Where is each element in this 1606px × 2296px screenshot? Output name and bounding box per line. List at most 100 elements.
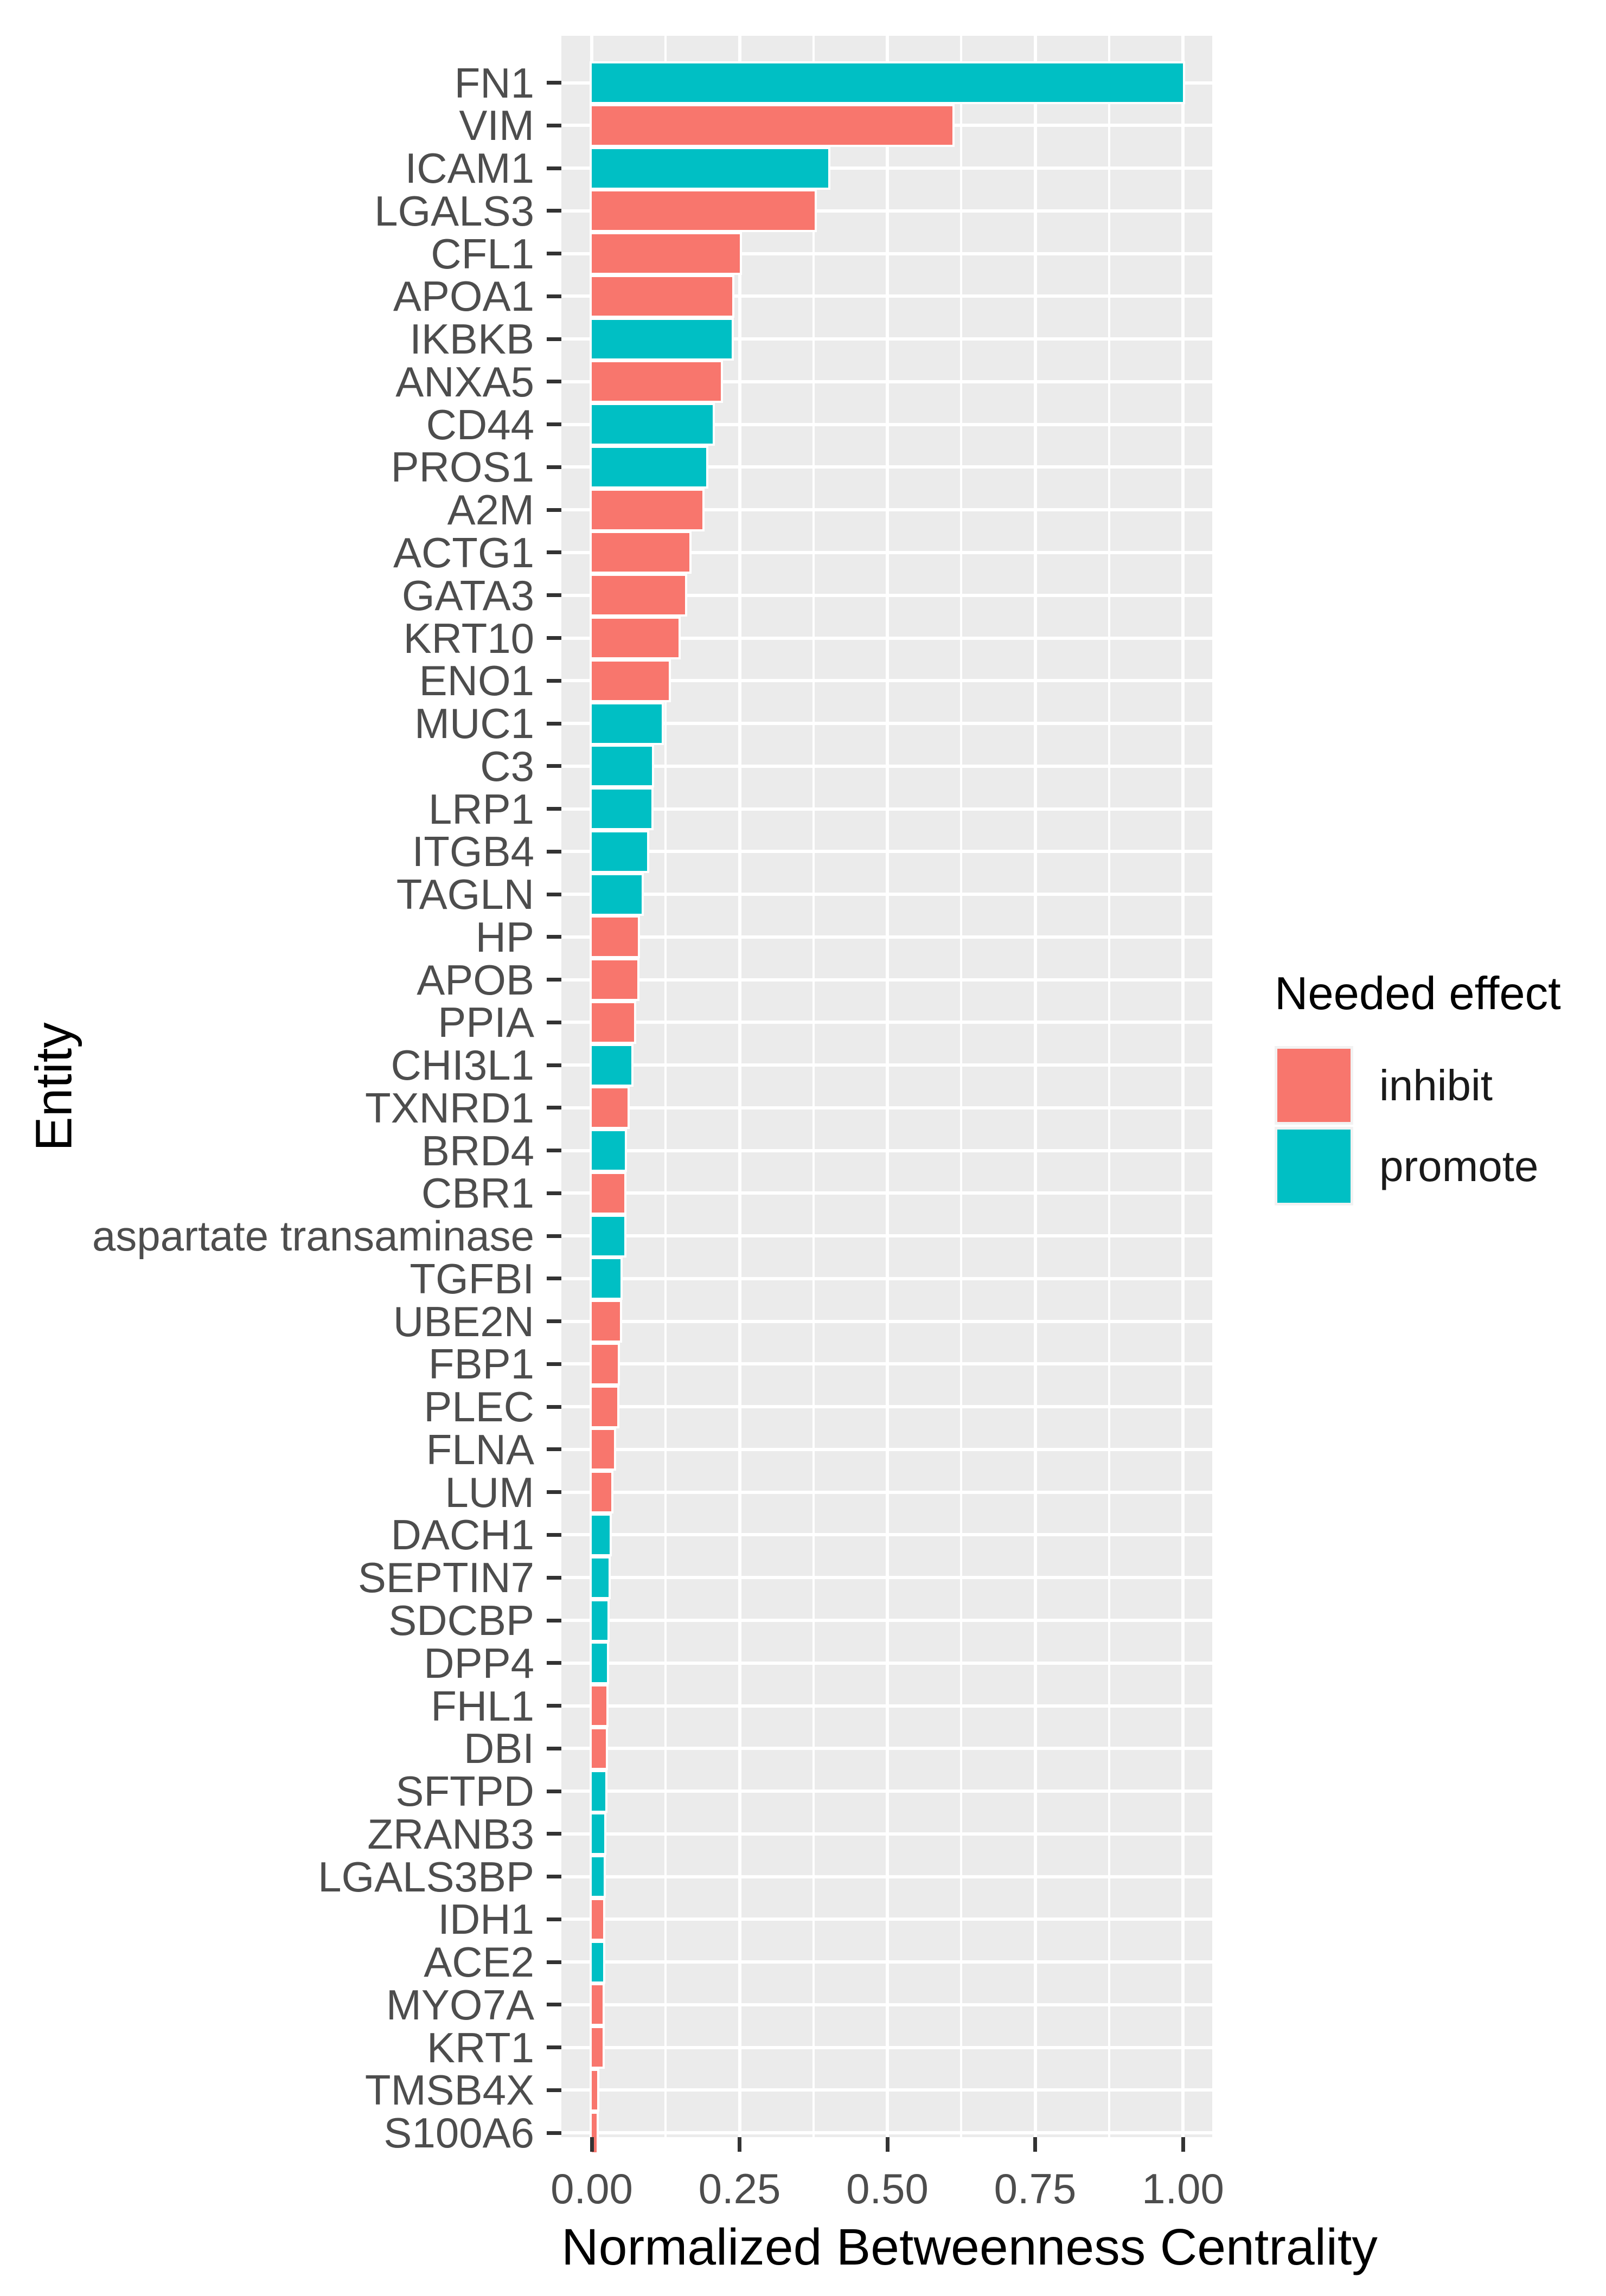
category-gridline bbox=[561, 294, 1212, 298]
category-gridline bbox=[561, 1790, 1212, 1793]
y-tick bbox=[547, 1532, 561, 1537]
y-label-ITGB4: ITGB4 bbox=[412, 828, 534, 876]
bar-S100A6 bbox=[592, 2113, 597, 2152]
y-tick bbox=[547, 1960, 561, 1964]
category-gridline bbox=[561, 1149, 1212, 1152]
y-tick bbox=[547, 764, 561, 768]
y-label-SDCBP: SDCBP bbox=[388, 1596, 534, 1644]
x-tick-label: 0.50 bbox=[846, 2165, 929, 2212]
bar-HP bbox=[592, 918, 638, 957]
bar-CHI3L1 bbox=[592, 1046, 632, 1085]
bar-LGALS3 bbox=[592, 191, 815, 230]
y-tick bbox=[547, 1106, 561, 1110]
y-tick bbox=[547, 294, 561, 298]
y-tick bbox=[547, 1191, 561, 1195]
bar-DPP4 bbox=[592, 1644, 607, 1683]
y-tick bbox=[547, 252, 561, 256]
y-label-DPP4: DPP4 bbox=[424, 1639, 534, 1687]
bar-BRD4 bbox=[592, 1131, 625, 1170]
bar-ICAM1 bbox=[592, 149, 828, 188]
bar-PPIA bbox=[592, 1003, 635, 1042]
plot-panel bbox=[561, 36, 1212, 2152]
bar-aspartate-transaminase bbox=[592, 1216, 624, 1255]
category-gridline bbox=[561, 1362, 1212, 1366]
y-tick bbox=[547, 123, 561, 127]
y-tick bbox=[547, 1917, 561, 1921]
y-label-FHL1: FHL1 bbox=[431, 1682, 534, 1730]
category-gridline bbox=[561, 252, 1212, 255]
category-gridline bbox=[561, 978, 1212, 982]
y-label-PLEC: PLEC bbox=[424, 1383, 534, 1431]
bar-DACH1 bbox=[592, 1515, 610, 1554]
x-tick bbox=[1033, 2137, 1037, 2152]
category-gridline bbox=[561, 1747, 1212, 1750]
category-gridline bbox=[561, 893, 1212, 896]
y-label-ANXA5: ANXA5 bbox=[395, 357, 534, 406]
y-tick bbox=[547, 1319, 561, 1324]
category-gridline bbox=[561, 722, 1212, 726]
legend-key-box bbox=[1275, 1127, 1353, 1205]
category-gridline bbox=[561, 1405, 1212, 1409]
y-label-LGALS3BP: LGALS3BP bbox=[318, 1852, 534, 1901]
y-tick bbox=[547, 2088, 561, 2092]
y-label-APOB: APOB bbox=[417, 955, 534, 1004]
bar-APOB bbox=[592, 960, 637, 999]
y-tick bbox=[547, 380, 561, 384]
bar-VIM bbox=[592, 106, 952, 145]
bar-LRP1 bbox=[592, 790, 652, 829]
category-gridline bbox=[561, 1490, 1212, 1494]
y-tick bbox=[547, 1447, 561, 1452]
bar-MUC1 bbox=[592, 704, 662, 743]
y-axis-title: Entity bbox=[25, 1022, 83, 1151]
bar-ANXA5 bbox=[592, 362, 721, 401]
x-tick bbox=[1181, 2137, 1185, 2152]
category-gridline bbox=[561, 1447, 1212, 1451]
y-label-FBP1: FBP1 bbox=[428, 1340, 534, 1388]
category-gridline bbox=[561, 850, 1212, 854]
bar-IDH1 bbox=[592, 1900, 603, 1939]
y-tick bbox=[547, 1789, 561, 1793]
y-label-KRT1: KRT1 bbox=[427, 2023, 534, 2071]
bar-FN1 bbox=[592, 63, 1183, 102]
y-label-FN1: FN1 bbox=[454, 59, 534, 107]
bar-IKBKB bbox=[592, 319, 732, 358]
y-label-UBE2N: UBE2N bbox=[393, 1297, 534, 1345]
y-tick bbox=[547, 337, 561, 341]
category-gridline bbox=[561, 636, 1212, 640]
category-gridline bbox=[561, 465, 1212, 469]
y-tick bbox=[547, 1618, 561, 1622]
minor-gridline bbox=[664, 36, 667, 2137]
category-gridline bbox=[561, 935, 1212, 939]
y-tick bbox=[547, 2131, 561, 2135]
category-gridline bbox=[561, 1021, 1212, 1024]
bar-A2M bbox=[592, 490, 702, 529]
bar-SFTPD bbox=[592, 1772, 606, 1811]
x-tick-label: 0.75 bbox=[994, 2165, 1077, 2212]
category-gridline bbox=[561, 2045, 1212, 2049]
minor-gridline bbox=[1108, 36, 1110, 2137]
y-tick bbox=[547, 2045, 561, 2050]
y-tick bbox=[547, 166, 561, 170]
y-tick bbox=[547, 1063, 561, 1067]
y-tick bbox=[547, 1746, 561, 1750]
y-label-MYO7A: MYO7A bbox=[386, 1980, 534, 2029]
y-label-PROS1: PROS1 bbox=[391, 443, 534, 491]
y-label-VIM: VIM bbox=[459, 101, 534, 150]
y-tick bbox=[547, 1575, 561, 1580]
y-tick bbox=[547, 2003, 561, 2007]
legend-entry-inhibit: inhibit bbox=[1275, 1046, 1589, 1125]
category-gridline bbox=[561, 2003, 1212, 2006]
category-gridline bbox=[561, 1576, 1212, 1580]
y-label-ENO1: ENO1 bbox=[419, 657, 534, 705]
category-gridline bbox=[561, 1704, 1212, 1708]
bar-FBP1 bbox=[592, 1344, 618, 1383]
bar-PLEC bbox=[592, 1387, 617, 1426]
bar-ZRANB3 bbox=[592, 1814, 604, 1854]
bar-CFL1 bbox=[592, 234, 740, 273]
y-label-HP: HP bbox=[475, 913, 534, 961]
y-tick bbox=[547, 678, 561, 683]
major-gridline bbox=[1181, 36, 1185, 2137]
category-gridline bbox=[561, 1619, 1212, 1622]
y-label-TXNRD1: TXNRD1 bbox=[364, 1083, 534, 1132]
y-tick bbox=[547, 1832, 561, 1836]
